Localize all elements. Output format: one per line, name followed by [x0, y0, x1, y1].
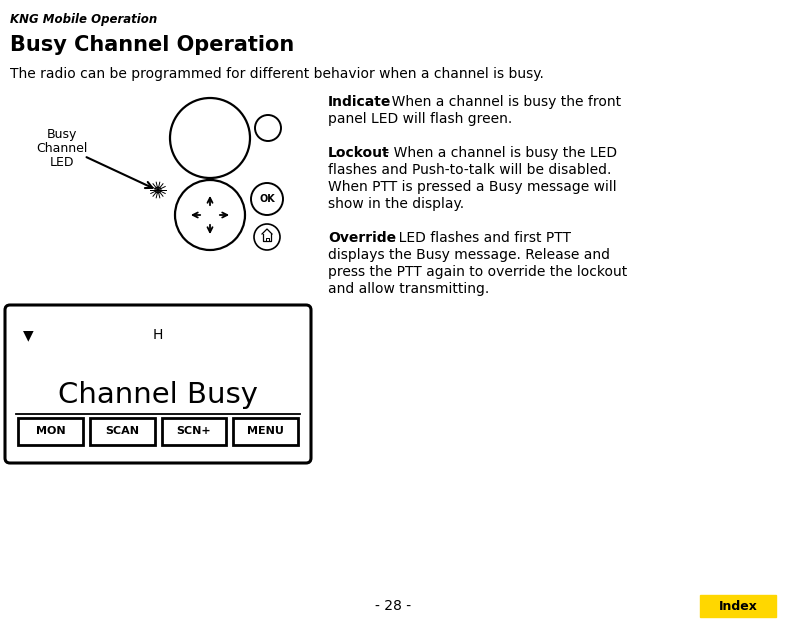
- Text: Index: Index: [718, 600, 758, 613]
- Text: - LED flashes and first PTT: - LED flashes and first PTT: [385, 231, 571, 245]
- Text: press the PTT again to override the lockout: press the PTT again to override the lock…: [328, 265, 627, 279]
- Text: flashes and Push-to-talk will be disabled.: flashes and Push-to-talk will be disable…: [328, 163, 612, 177]
- Text: OK: OK: [259, 194, 275, 204]
- Text: Channel Busy: Channel Busy: [58, 381, 258, 409]
- Text: Indicate: Indicate: [328, 95, 391, 109]
- Text: SCN+: SCN+: [177, 427, 211, 437]
- Text: show in the display.: show in the display.: [328, 197, 464, 211]
- Text: KNG Mobile Operation: KNG Mobile Operation: [10, 13, 157, 26]
- Text: LED: LED: [50, 156, 74, 169]
- FancyBboxPatch shape: [233, 418, 298, 445]
- FancyBboxPatch shape: [5, 305, 311, 463]
- Text: displays the Busy message. Release and: displays the Busy message. Release and: [328, 248, 610, 262]
- Text: MON: MON: [35, 427, 65, 437]
- Text: When PTT is pressed a Busy message will: When PTT is pressed a Busy message will: [328, 180, 617, 194]
- Text: Busy Channel Operation: Busy Channel Operation: [10, 35, 294, 55]
- Text: H: H: [152, 328, 163, 342]
- FancyBboxPatch shape: [161, 418, 226, 445]
- Text: ▼: ▼: [23, 328, 34, 342]
- Text: MENU: MENU: [247, 427, 284, 437]
- Text: - When a channel is busy the front: - When a channel is busy the front: [378, 95, 621, 109]
- FancyBboxPatch shape: [18, 418, 83, 445]
- FancyBboxPatch shape: [700, 595, 776, 617]
- Text: Busy: Busy: [47, 128, 77, 141]
- Text: - When a channel is busy the LED: - When a channel is busy the LED: [380, 146, 617, 160]
- Text: SCAN: SCAN: [105, 427, 139, 437]
- Text: Channel: Channel: [36, 142, 88, 155]
- Text: Override: Override: [328, 231, 396, 245]
- FancyBboxPatch shape: [90, 418, 155, 445]
- Text: The radio can be programmed for different behavior when a channel is busy.: The radio can be programmed for differen…: [10, 67, 544, 81]
- Text: and allow transmitting.: and allow transmitting.: [328, 282, 489, 296]
- Text: Lockout: Lockout: [328, 146, 390, 160]
- Text: panel LED will flash green.: panel LED will flash green.: [328, 112, 512, 126]
- Text: - 28 -: - 28 -: [375, 599, 411, 613]
